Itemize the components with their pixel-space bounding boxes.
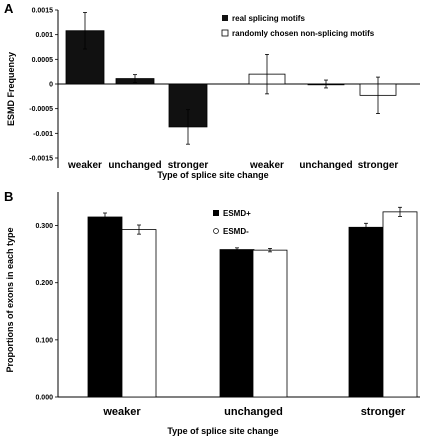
panel-b-tick-label: 0.000 bbox=[35, 395, 53, 402]
panel-a-letter: A bbox=[4, 1, 14, 16]
panel-b-category-label: weaker bbox=[102, 406, 141, 418]
panel-b-error-bar bbox=[268, 248, 272, 253]
panel-a-category-label: stronger bbox=[168, 160, 209, 171]
panel-b-tick-label: 0.100 bbox=[35, 337, 53, 344]
panel-b-bar-esmd-minus-weaker bbox=[121, 229, 157, 398]
panel-a-tick-label: -0.001 bbox=[33, 131, 53, 138]
legend-real-swatch bbox=[222, 15, 228, 21]
panel-b-bar-esmd-minus-stronger bbox=[382, 211, 418, 398]
panel-b-category-label: stronger bbox=[361, 406, 406, 418]
panel-a-error-bar bbox=[324, 79, 328, 89]
panel-a-tick-label: 0.0015 bbox=[32, 8, 54, 15]
legend-real-label: real splicing motifs bbox=[232, 14, 305, 23]
panel-b-category-label: unchanged bbox=[224, 406, 283, 418]
panel-a-error-bar bbox=[83, 12, 87, 50]
legend-random-label: randomly chosen non-splicing motifs bbox=[232, 29, 375, 38]
legend-esmd-plus-label: ESMD+ bbox=[223, 209, 251, 218]
panel-a-tick-label: 0 bbox=[49, 82, 53, 89]
panel-a-bars bbox=[65, 12, 397, 145]
panel-a-tick-label: 0.001 bbox=[35, 32, 53, 39]
legend-esmd-minus-label: ESMD- bbox=[223, 227, 249, 236]
panel-a-category-label: stronger bbox=[358, 160, 399, 171]
panel-a-y-label: ESMD Frequency bbox=[6, 52, 16, 126]
panel-b-error-bar bbox=[137, 224, 141, 235]
panel-b-bar-esmd-plus-weaker bbox=[87, 216, 123, 398]
panel-b-error-bar bbox=[398, 206, 402, 217]
panel-a-tick-label: -0.0005 bbox=[29, 106, 53, 113]
panel-b-tick-label: 0.300 bbox=[35, 223, 53, 230]
panel-a-error-bar bbox=[186, 109, 190, 145]
panel-b-bar-esmd-plus-stronger bbox=[348, 226, 384, 398]
panel-a-category-label: weaker bbox=[67, 160, 102, 171]
panel-b-x-label: Type of splice site change bbox=[167, 426, 278, 436]
panel-a-category-label: weaker bbox=[249, 160, 284, 171]
panel-b-bars bbox=[87, 206, 418, 398]
panel-a-tick-label: 0.0005 bbox=[32, 57, 54, 64]
panel-b-error-bar bbox=[103, 212, 107, 222]
panel-b-bar-esmd-plus-unchanged bbox=[219, 249, 255, 398]
panel-a-category-label: unchanged bbox=[299, 160, 352, 171]
panel-a-category-label: unchanged bbox=[108, 160, 161, 171]
panel-b-y-ticks: 0.000 0.100 0.200 0.300 bbox=[35, 223, 58, 402]
panel-b-tick-label: 0.200 bbox=[35, 280, 53, 287]
panel-a-x-label: Type of splice site change bbox=[157, 170, 268, 180]
panel-b-error-bar bbox=[235, 247, 239, 252]
legend-esmd-plus-swatch bbox=[213, 210, 219, 216]
panel-a-error-bar bbox=[133, 74, 137, 83]
panel-b-error-bar bbox=[364, 222, 368, 232]
panel-a-y-ticks: 0.0015 0.001 0.0005 0 -0.0005 -0.001 -0.0015 bbox=[29, 8, 58, 163]
panel-a-categories: weaker unchanged stronger weaker unchanged st… bbox=[67, 160, 398, 171]
panel-a-tick-label: -0.0015 bbox=[29, 156, 53, 163]
panel-b-categories: weaker unchanged stronger bbox=[102, 406, 406, 418]
panel-b-y-label: Proportions of exons in each type bbox=[5, 227, 15, 372]
panel-b-bar-esmd-minus-unchanged bbox=[252, 249, 288, 398]
panel-a-error-bar bbox=[265, 54, 269, 95]
panel-b-letter: B bbox=[4, 189, 13, 204]
panel-a-error-bar bbox=[376, 76, 380, 114]
legend-esmd-minus-swatch bbox=[213, 228, 219, 234]
legend-random-swatch bbox=[221, 29, 229, 37]
